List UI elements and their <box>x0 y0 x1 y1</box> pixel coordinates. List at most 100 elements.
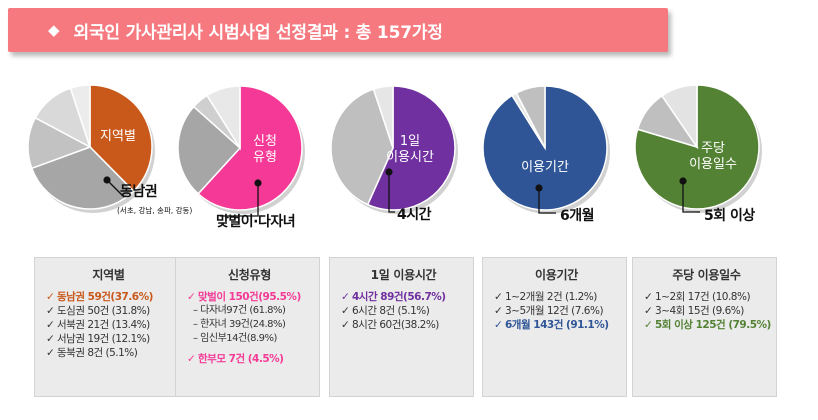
pie-center-label: 신청 <box>253 134 277 149</box>
pie-chart-4: 이용기간 6개월 <box>482 85 610 224</box>
summary-item-text: 1~2회 17건 (10.8%) <box>655 291 751 303</box>
summary-list-item: ✓ 5회 이상 125건 (79.5%) <box>644 318 771 332</box>
check-icon: ✓ <box>494 319 503 331</box>
summary-item-text: 1~2개월 2건 (1.2%) <box>505 291 597 303</box>
check-icon: ✓ <box>46 291 55 303</box>
check-icon: ✓ <box>187 291 196 303</box>
summary-list-item: ✓ 6개월 143건 (91.1%) <box>494 318 619 332</box>
pie-slice-4 <box>206 85 241 151</box>
summary-list-item: – 다자녀97건 (61.8%) <box>187 304 312 318</box>
pie-slice-1 <box>89 84 153 193</box>
pie-slice-1 <box>197 85 303 211</box>
summary-item-text: 동북권 8건 (5.1%) <box>57 347 138 359</box>
summary-item-text: – 한자녀 39건(24.8%) <box>193 319 286 330</box>
leader-line <box>388 172 395 213</box>
pie-slice-2 <box>177 105 242 195</box>
check-icon: ✓ <box>46 305 55 317</box>
highlight-label: 6개월 <box>560 207 594 224</box>
summary-box-title: 1일 이용시간 <box>370 268 437 282</box>
summary-box-4: 이용기간 ✓ 1~2개월 2건 (1.2%) ✓ 3~5개월 12건 (7.6%) ✓ 6개… <box>482 257 627 397</box>
pie-center-label: 이용기간 <box>521 160 569 175</box>
pie-slice-2 <box>330 88 394 206</box>
summary-list: ✓ 4시간 89건(56.7%) ✓ 6시간 8건 (5.1%) ✓ 8시간 60건(38… <box>341 290 466 332</box>
summary-list: ✓ 동남권 59건(37.6%) ✓ 도심권 50건 (31.8%) ✓ 서북권 21건 … <box>46 290 171 360</box>
leader-line <box>538 188 556 214</box>
pie-slice-3 <box>660 84 698 150</box>
check-icon: ✓ <box>46 347 55 359</box>
check-icon: ✓ <box>341 319 350 331</box>
pie-center-label: 1일 <box>400 134 420 149</box>
summary-item-text: 8시간 60건(38.2%) <box>352 319 439 331</box>
leader-line <box>220 183 259 217</box>
summary-item-text: 도심권 50건 (31.8%) <box>57 305 150 317</box>
pie-slice-5 <box>69 84 91 148</box>
summary-list-item: ✓ 8시간 60건(38.2%) <box>341 318 466 332</box>
summary-list: ✓ 1~2개월 2건 (1.2%) ✓ 3~5개월 12건 (7.6%) ✓ 6개월 14… <box>494 290 619 332</box>
title-banner: ◆ 외국인 가사관리사 시범사업 선정결과 : 총 157가정 <box>8 8 668 52</box>
summary-item-text: 서남권 19건 (12.1%) <box>57 333 150 345</box>
summary-list-item: ✓ 서북권 21건 (13.4%) <box>46 318 171 332</box>
check-icon: ✓ <box>644 305 653 317</box>
highlight-label: 5회 이상 <box>704 207 755 224</box>
highlight-label: 4시간 <box>397 206 432 223</box>
summary-box-title: 이용기간 <box>535 268 578 282</box>
summary-box-5: 주당 이용일수 ✓ 1~2회 17건 (10.8%) ✓ 3~4회 15건 (9.6%)… <box>632 257 777 397</box>
summary-list-item: – 임신부14건(8.9%) <box>187 332 312 346</box>
summary-box-2: 신청유형 ✓ 맞벌이 150건(95.5%) – 다자녀97건 (61.8%) – 한자… <box>175 257 320 397</box>
highlight-label: 맞벌이·다자녀 <box>216 213 295 230</box>
summary-item-text: – 임신부14건(8.9%) <box>193 333 277 344</box>
summary-list-item: ✓ 3~4회 15건 (9.6%) <box>644 304 769 318</box>
pie-slice-2 <box>30 146 135 210</box>
summary-list: ✓ 1~2회 17건 (10.8%) ✓ 3~4회 15건 (9.6%) ✓ 5회 이상 … <box>644 290 771 332</box>
summary-item-text: – 다자녀97건 (61.8%) <box>193 305 286 316</box>
leader-dot <box>254 179 262 187</box>
summary-list-item: ✓ 동남권 59건(37.6%) <box>46 290 171 304</box>
check-icon: ✓ <box>494 291 503 303</box>
summary-item-text: 3~4회 15건 (9.6%) <box>655 305 744 317</box>
check-icon: ✓ <box>46 333 55 345</box>
leader-dot <box>385 168 393 176</box>
highlight-sublabel: (서초, 강남, 송파, 강동) <box>117 205 192 215</box>
summary-list-item: ✓ 1~2회 17건 (10.8%) <box>644 290 769 304</box>
summary-item-text: 맞벌이 150건(95.5%) <box>198 291 301 303</box>
summary-item-text: 동남권 59건(37.6%) <box>57 291 153 303</box>
check-icon: ✓ <box>341 291 350 303</box>
summary-list: ✓ 맞벌이 150건(95.5%) – 다자녀97건 (61.8%) – 한자녀 39… <box>187 290 312 366</box>
pie-center-label: 유형 <box>253 150 277 165</box>
summary-list-item: ✓ 맞벌이 150건(95.5%) <box>187 290 312 304</box>
summary-list-item: ✓ 3~5개월 12건 (7.6%) <box>494 304 619 318</box>
summary-item-text: 한부모 7건 (4.5%) <box>198 353 284 365</box>
check-icon: ✓ <box>494 305 503 317</box>
check-icon: ✓ <box>644 291 653 303</box>
leader-line <box>106 179 125 198</box>
page-title: 외국인 가사관리사 시범사업 선정결과 : 총 157가정 <box>73 22 443 43</box>
summary-box-3: 1일 이용시간 ✓ 4시간 89건(56.7%) ✓ 6시간 8건 (5.1%) ✓ 8시간… <box>329 257 474 397</box>
summary-list-item: ✓ 서남권 19건 (12.1%) <box>46 332 171 346</box>
summary-item-text: 3~5개월 12건 (7.6%) <box>505 305 604 317</box>
leader-dot <box>103 176 111 184</box>
summary-item-text: 5회 이상 125건 (79.5%) <box>655 319 771 331</box>
summary-list-item: ✓ 6시간 8건 (5.1%) <box>341 304 466 318</box>
diamond-bullet-icon: ◆ <box>48 21 60 39</box>
pie-center-label: 이용시간 <box>386 150 434 165</box>
summary-box-1: 지역별 ✓ 동남권 59건(37.6%) ✓ 도심권 50건 (31.8%) ✓ 서북권 2… <box>34 257 179 397</box>
summary-item-text: 6시간 8건 (5.1%) <box>352 305 430 317</box>
summary-item-text: 서북권 21건 (13.4%) <box>57 319 150 331</box>
pie-slice-3 <box>372 85 394 149</box>
pie-center-label: 지역별 <box>100 129 136 144</box>
check-icon: ✓ <box>341 305 350 317</box>
summary-list-item: ✓ 한부모 7건 (4.5%) <box>187 352 312 366</box>
summary-list-item: ✓ 동북권 8건 (5.1%) <box>46 346 171 360</box>
check-icon: ✓ <box>644 319 653 331</box>
summary-item-text: 4시간 89건(56.7%) <box>352 291 446 303</box>
check-icon: ✓ <box>46 319 55 331</box>
summary-box-title: 주당 이용일수 <box>672 268 741 282</box>
summary-list-item: – 한자녀 39건(24.8%) <box>187 318 312 332</box>
summary-box-title: 지역별 <box>92 268 125 282</box>
summary-list-item: ✓ 1~2개월 2건 (1.2%) <box>494 290 619 304</box>
